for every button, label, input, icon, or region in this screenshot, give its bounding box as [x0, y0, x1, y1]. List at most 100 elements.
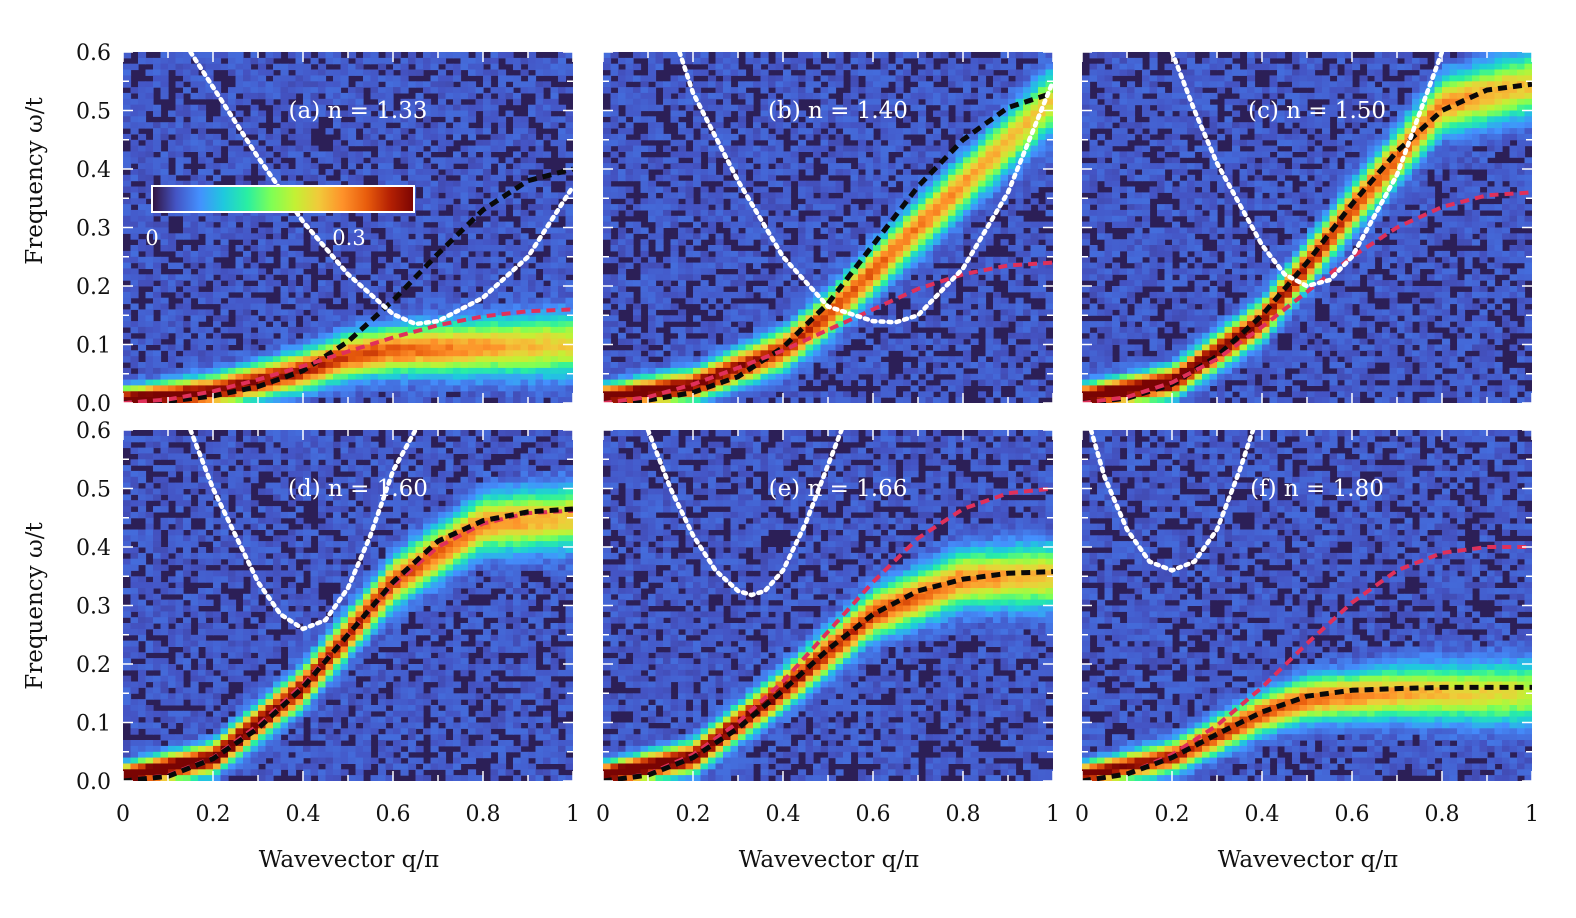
heatmap-cell — [730, 356, 739, 363]
heatmap-cell — [970, 186, 979, 193]
heatmap-cell — [213, 291, 222, 299]
heatmap-cell — [813, 116, 822, 123]
heatmap-cell — [850, 397, 859, 403]
heatmap-cell — [460, 321, 469, 328]
heatmap-cell — [618, 192, 627, 199]
heatmap-cell — [783, 326, 792, 334]
heatmap-cell — [618, 297, 627, 305]
heatmap-cell — [940, 92, 949, 100]
heatmap-cell — [468, 163, 477, 170]
heatmap-cell — [310, 92, 319, 100]
heatmap-cell — [933, 274, 942, 281]
heatmap-cell — [280, 391, 289, 398]
heatmap-cell — [948, 98, 957, 106]
heatmap-cell — [738, 397, 747, 403]
heatmap-cell — [828, 163, 837, 170]
heatmap-cell — [820, 180, 829, 188]
heatmap-cell — [205, 356, 214, 363]
heatmap-cell — [123, 356, 132, 363]
heatmap-cell — [850, 128, 859, 135]
heatmap-cell — [880, 367, 889, 375]
heatmap-cell — [145, 280, 154, 287]
heatmap-cell — [940, 204, 949, 211]
heatmap-cell — [160, 256, 169, 264]
heatmap-cell — [438, 280, 447, 287]
heatmap-cell — [858, 227, 867, 234]
heatmap-cell — [243, 362, 252, 369]
heatmap-cell — [408, 180, 417, 188]
heatmap-cell — [663, 215, 672, 223]
heatmap-cell — [453, 332, 462, 340]
heatmap-cell — [925, 256, 934, 264]
heatmap-cell — [138, 198, 147, 205]
heatmap-cell — [438, 180, 447, 188]
heatmap-cell — [213, 151, 222, 158]
heatmap-cell — [483, 227, 492, 234]
heatmap-cell — [415, 145, 424, 152]
heatmap-cell — [138, 110, 147, 117]
heatmap-cell — [835, 373, 844, 381]
heatmap-cell — [183, 221, 192, 228]
heatmap-cell — [198, 356, 207, 363]
heatmap-cell — [603, 139, 612, 147]
heatmap-cell — [933, 356, 942, 363]
heatmap-cell — [438, 262, 447, 269]
heatmap-cell — [363, 338, 372, 345]
heatmap-cell — [138, 186, 147, 193]
heatmap-cell — [490, 326, 499, 334]
heatmap-cell — [348, 373, 357, 381]
heatmap-cell — [243, 122, 252, 129]
heatmap-cell — [160, 379, 169, 386]
heatmap-cell — [265, 163, 274, 170]
heatmap-cell — [948, 92, 957, 100]
heatmap-cell — [273, 397, 282, 403]
heatmap-cell — [340, 245, 349, 252]
heatmap-cell — [603, 180, 612, 188]
heatmap-cell — [228, 163, 237, 170]
heatmap-cell — [783, 151, 792, 158]
heatmap-cell — [955, 75, 964, 82]
heatmap-cell — [400, 209, 409, 217]
heatmap-cell — [475, 145, 484, 152]
heatmap-cell — [723, 63, 732, 71]
heatmap-cell — [408, 362, 417, 369]
heatmap-cell — [310, 373, 319, 381]
heatmap-cell — [153, 128, 162, 135]
heatmap-cell — [903, 204, 912, 211]
heatmap-cell — [280, 362, 289, 369]
heatmap-cell — [543, 291, 552, 299]
heatmap-cell — [820, 362, 829, 369]
heatmap-cell — [490, 356, 499, 363]
heatmap-cell — [408, 268, 417, 275]
heatmap-cell — [370, 391, 379, 398]
heatmap-cell — [790, 356, 799, 363]
heatmap-cell — [708, 209, 717, 217]
heatmap-cell — [325, 379, 334, 386]
heatmap-cell — [280, 239, 289, 246]
heatmap-cell — [700, 192, 709, 199]
heatmap-cell — [295, 110, 304, 117]
heatmap-cell — [513, 303, 522, 310]
heatmap-cell — [243, 209, 252, 217]
heatmap-cell — [288, 110, 297, 117]
heatmap-cell — [423, 309, 432, 316]
heatmap-cell — [183, 268, 192, 275]
heatmap-cell — [820, 192, 829, 199]
heatmap-cell — [310, 87, 319, 94]
heatmap-cell — [865, 87, 874, 94]
heatmap-cell — [235, 262, 244, 269]
heatmap-cell — [175, 291, 184, 299]
heatmap-cell — [385, 180, 394, 188]
heatmap-cell — [123, 63, 132, 71]
heatmap-cell — [558, 69, 567, 76]
heatmap-cell — [213, 268, 222, 275]
heatmap-cell — [558, 309, 567, 316]
heatmap-cell — [940, 338, 949, 345]
heatmap-cell — [423, 215, 432, 223]
heatmap-cell — [850, 274, 859, 281]
heatmap-cell — [423, 268, 432, 275]
heatmap-cell — [468, 174, 477, 182]
heatmap-cell — [498, 245, 507, 252]
heatmap-cell — [610, 169, 619, 176]
heatmap-cell — [250, 286, 259, 293]
